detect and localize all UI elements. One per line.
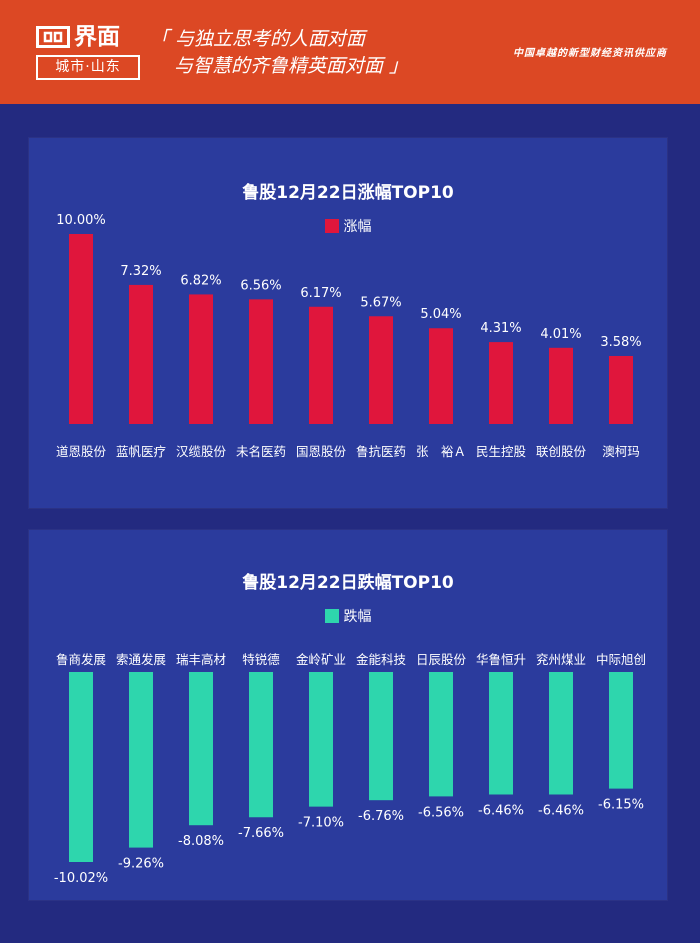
loss-value-label: -7.66% <box>238 826 284 841</box>
loss-category-label: 金岭矿业 <box>296 652 346 667</box>
gain-value-label: 6.82% <box>180 273 221 288</box>
gain-category-label: 国恩股份 <box>296 444 347 459</box>
gain-category-label: 澳柯玛 <box>602 444 640 459</box>
gain-category-label: 蓝帆医疗 <box>116 444 166 459</box>
logo-name: 界面 <box>74 24 120 50</box>
gain-value-label: 3.58% <box>600 335 641 350</box>
header-banner: 界面 城市·山东 「 与独立思考的人面对面 与智慧的齐鲁精英面对面 」 中国卓越… <box>0 0 700 104</box>
gain-category-label: 汉缆股份 <box>176 444 227 459</box>
gain-bar <box>249 299 273 424</box>
losers-chart-title: 鲁股12月22日跌幅TOP10 <box>242 573 454 593</box>
losers-legend-label: 跌幅 <box>343 609 372 625</box>
loss-bar <box>189 672 213 826</box>
loss-bar <box>369 672 393 801</box>
loss-category-label: 华鲁恒升 <box>476 652 526 667</box>
loss-value-label: -8.08% <box>178 834 224 849</box>
loss-value-label: -7.10% <box>298 816 344 831</box>
gainers-legend-label: 涨幅 <box>343 219 372 235</box>
gain-bar <box>189 294 213 424</box>
loss-bar <box>309 672 333 807</box>
gain-value-label: 5.67% <box>360 295 401 310</box>
loss-category-label: 特锐德 <box>242 652 280 667</box>
gain-value-label: 6.56% <box>240 278 281 293</box>
gain-category-label: 鲁抗医药 <box>356 444 406 459</box>
gainers-chart-panel: 鲁股12月22日涨幅TOP10 涨幅 10.00% 道恩股份 7.32% 蓝帆医疗 6.… <box>29 138 667 508</box>
loss-category-label: 索通发展 <box>116 652 166 667</box>
loss-bar <box>429 672 453 797</box>
gain-value-label: 10.00% <box>56 213 106 228</box>
losers-legend: 跌幅 <box>29 606 667 626</box>
logo-mark-icon <box>36 26 70 48</box>
loss-bar <box>69 672 93 862</box>
gain-category-label: 道恩股份 <box>56 444 107 459</box>
gain-bar <box>489 342 513 424</box>
loss-value-label: -6.46% <box>478 803 524 818</box>
gain-bar <box>549 347 573 424</box>
gain-bar <box>69 234 93 424</box>
slogan: 「 与独立思考的人面对面 与智慧的齐鲁精英面对面 」 <box>150 26 408 80</box>
loss-category-label: 金能科技 <box>356 652 407 667</box>
loss-value-label: -6.15% <box>598 798 644 813</box>
loss-value-label: -10.02% <box>54 871 108 886</box>
logo-subtitle: 城市·山东 <box>36 55 140 80</box>
gain-category-label: 未名医药 <box>236 444 286 459</box>
tagline: 中国卓越的新型财经资讯供应商 <box>513 48 667 59</box>
gainers-chart-title: 鲁股12月22日涨幅TOP10 <box>242 183 454 203</box>
gain-bar <box>309 306 333 424</box>
logo: 界面 城市·山东 <box>36 24 140 84</box>
loss-bar <box>549 672 573 795</box>
loss-value-label: -6.46% <box>538 803 584 818</box>
gain-value-label: 7.32% <box>120 264 161 279</box>
loss-category-label: 兖州煤业 <box>536 652 586 667</box>
gain-bar <box>609 355 633 424</box>
loss-category-label: 中际旭创 <box>596 652 646 667</box>
slogan-line-2: 与智慧的齐鲁精英面对面 」 <box>174 55 409 77</box>
loss-bar <box>489 672 513 795</box>
loss-bar <box>609 672 633 789</box>
gain-bar <box>369 316 393 424</box>
loss-value-label: -6.56% <box>418 805 464 820</box>
gainers-legend: 涨幅 <box>29 216 667 236</box>
loss-bar <box>129 672 153 848</box>
loss-category-label: 日辰股份 <box>416 652 467 667</box>
losers-chart-panel: 鲁股12月22日跌幅TOP10 跌幅 鲁商发展 -10.02% 索通发展 -9.26%… <box>29 530 667 900</box>
gain-value-label: 4.01% <box>540 327 581 342</box>
gain-bar <box>129 284 153 424</box>
gainers-chart-svg: 10.00% 道恩股份 7.32% 蓝帆医疗 6.82% 汉缆股份 6.56% 未名医药 6.1… <box>56 213 642 459</box>
gain-category-label: 张 裕Ａ <box>416 444 466 459</box>
gain-category-label: 联创股份 <box>536 444 587 459</box>
losers-legend-swatch <box>324 609 339 623</box>
losers-chart-svg: 鲁商发展 -10.02% 索通发展 -9.26% 瑞丰高材 -8.08% 特锐德 -7.66%… <box>54 652 646 886</box>
slogan-line-1: 「 与独立思考的人面对面 <box>150 28 366 50</box>
loss-category-label: 瑞丰高材 <box>176 652 226 667</box>
gain-value-label: 6.17% <box>300 286 341 301</box>
gainers-legend-swatch <box>324 219 339 233</box>
loss-bar <box>249 672 273 818</box>
loss-value-label: -9.26% <box>118 857 164 872</box>
gain-value-label: 4.31% <box>480 321 521 336</box>
gain-category-label: 民生控股 <box>476 444 527 459</box>
gain-bar <box>429 328 453 424</box>
loss-value-label: -6.76% <box>358 809 404 824</box>
loss-category-label: 鲁商发展 <box>56 652 106 667</box>
gain-value-label: 5.04% <box>420 307 461 322</box>
